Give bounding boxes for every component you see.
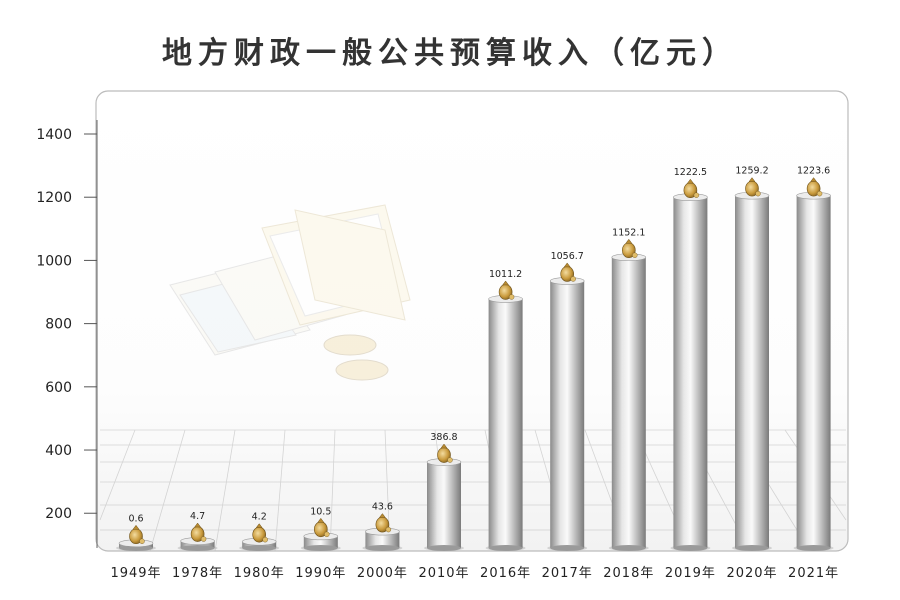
bar-base <box>550 545 585 551</box>
bar-body <box>673 197 708 548</box>
bar-body <box>365 531 400 548</box>
bars <box>116 177 834 551</box>
bar-base <box>427 545 461 551</box>
bar-base <box>242 545 277 551</box>
money-bag-icon <box>683 178 700 199</box>
bar-body <box>303 536 338 548</box>
bar <box>793 177 834 551</box>
value-label: 0.6 <box>128 513 143 524</box>
bar-base <box>796 545 831 551</box>
plot-panel <box>95 90 849 552</box>
y-tick-label: 400 <box>45 443 72 459</box>
bar-base <box>303 545 338 551</box>
money-bag-icon <box>745 177 761 197</box>
x-tick-label: 2000年 <box>357 566 408 581</box>
y-tick-label: 200 <box>45 506 72 522</box>
bar-base <box>735 545 769 551</box>
money-bag-icon <box>621 238 638 259</box>
bar <box>608 238 649 551</box>
value-label: 1152.1 <box>612 227 645 238</box>
y-tick-label: 1000 <box>36 253 72 269</box>
background-illustration <box>169 204 411 381</box>
bar-body <box>611 257 646 548</box>
x-tick-label: 1949年 <box>110 566 161 581</box>
value-label: 1222.5 <box>674 167 707 178</box>
x-tick-label: 2019年 <box>665 566 716 581</box>
value-label: 1056.7 <box>551 251 584 262</box>
bar-body <box>550 280 585 548</box>
x-tick-label: 2016年 <box>480 566 531 581</box>
bar <box>424 443 464 551</box>
value-label: 10.5 <box>310 506 331 517</box>
bar-base <box>180 545 215 551</box>
money-bag-icon <box>437 443 453 463</box>
bar <box>732 177 772 551</box>
y-axis: 200 400 600 800 1000 1200 1400 <box>36 120 98 548</box>
bar <box>547 262 588 551</box>
y-tick-label: 1400 <box>36 127 72 143</box>
value-label: 386.8 <box>430 432 457 443</box>
bar <box>116 524 156 551</box>
bar-base <box>488 545 523 551</box>
bar <box>300 517 341 551</box>
x-tick-label: 1978年 <box>172 566 223 581</box>
bar <box>670 178 711 551</box>
x-tick-label: 1990年 <box>295 566 346 581</box>
x-tick-label: 2018年 <box>603 566 654 581</box>
bar <box>239 523 280 551</box>
x-tick-label: 1980年 <box>234 566 285 581</box>
money-bag-icon <box>806 177 823 197</box>
value-label: 4.7 <box>190 511 205 522</box>
x-tick-label: 2021年 <box>788 566 839 581</box>
money-bag-icon <box>560 262 576 282</box>
value-label: 1223.6 <box>797 166 830 177</box>
x-tick-label: 2017年 <box>542 566 593 581</box>
bar <box>362 513 403 551</box>
value-labels: 0.6 4.7 4.2 10.5 43.6 386.8 1011.2 1056.7 1152.1… <box>128 166 830 525</box>
money-bag-icon <box>375 513 392 533</box>
bar-body <box>488 298 523 548</box>
y-tick-label: 1200 <box>36 190 72 206</box>
bar-body <box>427 462 461 548</box>
bar-base <box>673 545 708 551</box>
x-labels: 1949年 1978年 1980年 1990年 2000年 2010年 2016年 2017年… <box>110 566 839 581</box>
bar-body <box>735 195 769 548</box>
money-bag-icon <box>252 523 268 543</box>
value-label: 43.6 <box>372 502 393 513</box>
money-bag-icon <box>313 517 330 538</box>
bar-base <box>365 545 400 551</box>
x-tick-label: 2010年 <box>418 566 469 581</box>
value-label: 1011.2 <box>489 269 522 280</box>
bar <box>485 280 526 551</box>
money-bag-icon <box>129 524 145 545</box>
value-label: 1259.2 <box>735 166 768 177</box>
x-tick-label: 2020年 <box>726 566 777 581</box>
value-label: 4.2 <box>252 512 267 523</box>
bar <box>177 522 218 551</box>
money-bag-icon <box>190 522 207 542</box>
floor-grid <box>99 429 847 552</box>
y-tick-label: 800 <box>45 317 72 333</box>
y-tick-label: 600 <box>45 380 72 396</box>
chart-title: 地方财政一般公共预算收入（亿元） <box>162 36 738 71</box>
bar-body <box>796 195 831 548</box>
bar-base <box>611 545 646 551</box>
money-bag-icon <box>498 280 515 300</box>
